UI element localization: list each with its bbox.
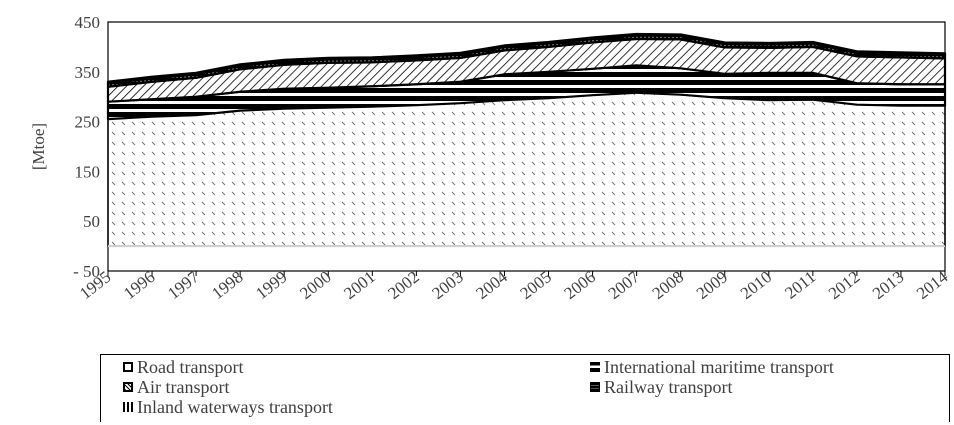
road-swatch-icon — [123, 362, 133, 372]
legend-item-maritime: International maritime transport — [590, 357, 834, 377]
y-tick-label: 150 — [75, 162, 101, 181]
legend-label-rail: Railway transport — [604, 377, 733, 397]
x-tick-label: 2002 — [384, 267, 422, 303]
x-tick-label: 2006 — [561, 267, 599, 303]
x-tick-label: 2000 — [296, 267, 334, 303]
y-tick-label: 50 — [83, 212, 100, 231]
x-tick-label: 2004 — [472, 267, 511, 303]
x-tick-label: 2005 — [516, 267, 554, 303]
y-tick-label: 250 — [75, 113, 101, 132]
x-tick-label: 1997 — [164, 267, 203, 303]
x-tick-label: 2001 — [340, 267, 378, 303]
legend: Road transport International maritime tr… — [100, 354, 950, 422]
y-axis-title: [Mtoe] — [29, 123, 48, 170]
area-road — [107, 91, 946, 247]
x-tick-label: 1996 — [120, 267, 158, 303]
legend-label-maritime: International maritime transport — [604, 357, 834, 377]
x-tick-label: 2008 — [649, 267, 687, 303]
rail-swatch-icon — [590, 382, 600, 392]
inland-swatch-icon — [123, 402, 133, 412]
plot-frame — [107, 21, 946, 272]
y-tick-label: 350 — [75, 63, 101, 82]
air-swatch-icon — [123, 382, 133, 392]
x-tick-label: 2003 — [428, 267, 466, 303]
x-tick-label: 2013 — [869, 267, 907, 303]
maritime-swatch-icon — [590, 362, 600, 372]
legend-label-road: Road transport — [137, 357, 244, 377]
legend-label-inland: Inland waterways transport — [137, 397, 333, 417]
x-tick-label: 2011 — [781, 267, 819, 303]
x-tick-label: 2014 — [913, 267, 952, 303]
y-tick-label: - 50 — [73, 262, 100, 281]
legend-item-road: Road transport — [123, 357, 243, 377]
x-tick-label: 1998 — [208, 267, 246, 303]
legend-item-inland: Inland waterways transport — [123, 397, 333, 417]
legend-item-rail: Railway transport — [590, 377, 732, 397]
x-tick-label: 2010 — [737, 267, 775, 303]
y-tick-label: 450 — [75, 13, 101, 32]
x-tick-label: 2012 — [825, 267, 863, 303]
x-tick-label: 2007 — [605, 267, 644, 303]
x-tick-label: 1999 — [252, 267, 290, 303]
x-tick-label: 2009 — [693, 267, 731, 303]
legend-item-air: Air transport — [123, 377, 229, 397]
legend-label-air: Air transport — [137, 377, 230, 397]
